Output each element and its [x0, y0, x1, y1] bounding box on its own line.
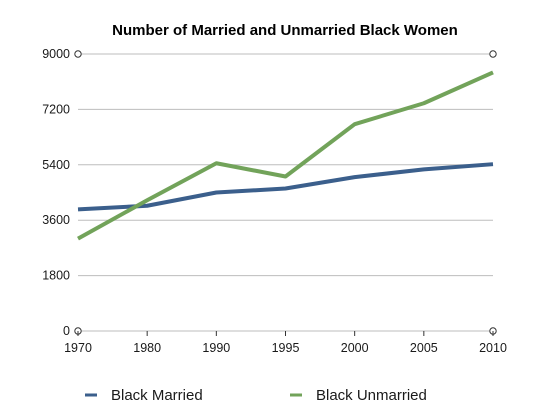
x-tick-label: 2010	[479, 341, 507, 355]
legend-label: Black Unmarried	[316, 387, 427, 404]
y-tick-label: 3600	[42, 213, 70, 227]
x-tick-label: 2000	[341, 341, 369, 355]
series-lines	[77, 70, 494, 241]
x-tick-label: 1990	[202, 341, 230, 355]
series-line-black-unmarried	[77, 70, 494, 241]
chart-title: Number of Married and Unmarried Black Wo…	[112, 22, 458, 39]
y-axis-ticks: 0 1800 3600 5400 7200 9000	[42, 47, 70, 338]
y-tick-label: 0	[63, 324, 70, 338]
series-line-black-married	[77, 162, 494, 212]
x-tick-label: 1980	[133, 341, 161, 355]
legend: Black Married Black Unmarried	[85, 387, 427, 404]
x-tick-label: 2005	[410, 341, 438, 355]
gridlines	[74, 50, 497, 335]
legend-label: Black Married	[111, 387, 203, 404]
x-tick-label: 1995	[272, 341, 300, 355]
y-tick-label: 7200	[42, 102, 70, 116]
y-tick-label: 9000	[42, 47, 70, 61]
axis-end-marker	[489, 50, 497, 58]
axis-end-marker	[74, 50, 82, 58]
y-tick-label: 5400	[42, 158, 70, 172]
y-tick-label: 1800	[42, 269, 70, 283]
x-tick-label: 1970	[64, 341, 92, 355]
x-axis-ticks: 1970 1980 1990 1995 2000 2005 2010	[64, 331, 507, 355]
